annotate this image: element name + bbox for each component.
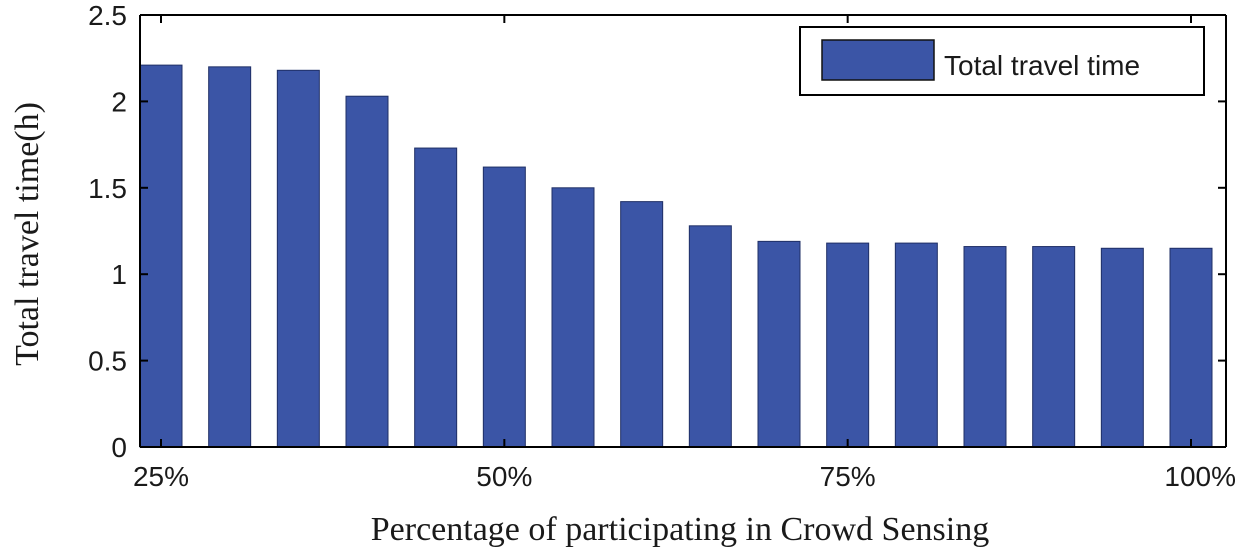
bar-90 (1032, 246, 1076, 448)
x-tick-label: 50% (476, 461, 532, 492)
y-tick-label: 2 (111, 86, 127, 117)
bar-85 (963, 246, 1007, 448)
bar-80 (894, 242, 938, 448)
x-axis-title: Percentage of participating in Crowd Sen… (371, 511, 989, 548)
y-axis-title: Total travel time(h) (9, 102, 46, 366)
bar-55 (551, 187, 595, 448)
bar-45 (414, 147, 458, 448)
bar-40 (345, 95, 389, 448)
y-tick-label: 1 (111, 259, 127, 290)
bar-60 (620, 201, 664, 448)
legend-label: Total travel time (944, 50, 1140, 81)
bar-25 (139, 64, 183, 448)
y-tick-label: 0.5 (88, 346, 127, 377)
x-ticks-group: 25% 50% 75% 100% (133, 15, 1236, 492)
bar-75 (826, 242, 870, 448)
y-ticks-group: 0 0.5 1 1.5 2 2.5 (88, 0, 1226, 463)
x-tick-label: 100% (1164, 461, 1236, 492)
x-tick-label: 75% (820, 461, 876, 492)
bar-100 (1169, 247, 1213, 448)
legend: Total travel time (799, 26, 1205, 96)
bar-35 (276, 69, 320, 448)
bar-70 (757, 240, 801, 448)
bar-95 (1100, 247, 1144, 448)
bar-30 (208, 66, 252, 448)
bars-group (139, 64, 1213, 448)
y-tick-label: 0 (111, 432, 127, 463)
y-tick-label: 2.5 (88, 0, 127, 31)
y-tick-label: 1.5 (88, 173, 127, 204)
bar-65 (688, 225, 732, 448)
x-tick-label: 25% (133, 461, 189, 492)
bar-50 (482, 166, 526, 448)
legend-swatch (821, 39, 935, 81)
